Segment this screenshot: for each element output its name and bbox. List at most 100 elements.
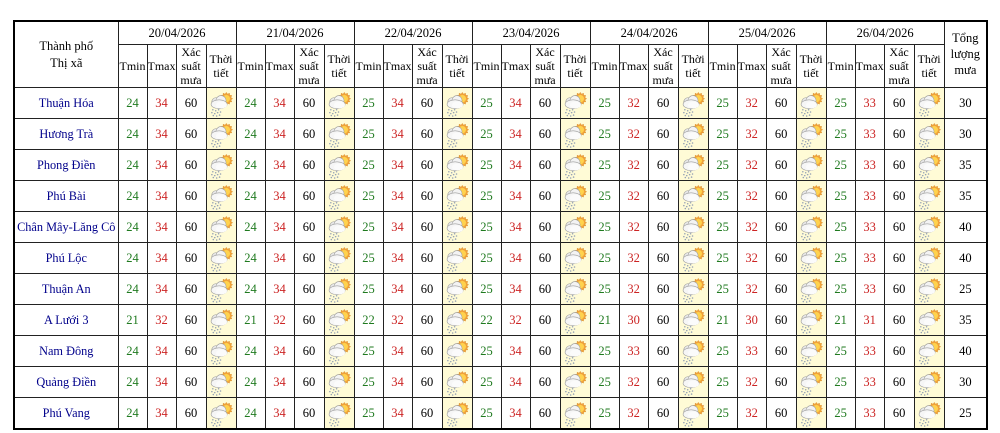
rain-prob-cell: 60: [647, 118, 679, 151]
tmax-cell: 34: [500, 118, 531, 151]
tmax-cell: 33: [854, 397, 885, 430]
tmax-cell: 34: [500, 149, 531, 182]
weather-icon: [444, 152, 471, 179]
rain-prob-cell: 60: [883, 366, 915, 399]
tmin-cell: 24: [235, 273, 266, 306]
weather-icon: [916, 400, 943, 427]
rain-prob-cell: 60: [175, 149, 207, 182]
tmin-cell: 24: [117, 180, 148, 213]
tmin-cell: 21: [707, 304, 738, 337]
weather-header: Thời tiết: [677, 43, 709, 89]
tmax-cell: 34: [382, 242, 413, 275]
tmax-cell: 33: [854, 180, 885, 213]
rain-prob-cell: 60: [529, 180, 561, 213]
rain-prob-cell: 60: [765, 304, 797, 337]
tmin-cell: 25: [471, 366, 502, 399]
weather-cell: [441, 273, 473, 306]
tmax-cell: 32: [146, 304, 177, 337]
weather-icon: [916, 276, 943, 303]
tmax-cell: 34: [264, 273, 295, 306]
rain-prob-cell: 60: [411, 242, 443, 275]
weather-icon: [680, 214, 707, 241]
rain-prob-cell: 60: [883, 397, 915, 430]
weather-cell: [205, 149, 237, 182]
weather-cell: [559, 180, 591, 213]
tmin-cell: 24: [235, 118, 266, 151]
rain-prob-cell: 60: [883, 273, 915, 306]
tmax-cell: 34: [500, 397, 531, 430]
tmax-cell: 34: [382, 273, 413, 306]
tmax-header: Tmax: [618, 43, 649, 89]
table-row: Phú Bài 24 34 60 24 34 60 25 34 60 25 34 60 25 32 60 25 3…: [13, 180, 988, 213]
rain-prob-cell: 60: [411, 366, 443, 399]
weather-icon: [208, 245, 235, 272]
rain-prob-header: Xác suất mưa: [293, 43, 325, 89]
rain-prob-cell: 60: [411, 273, 443, 306]
rain-prob-cell: 60: [765, 118, 797, 151]
weather-icon: [562, 276, 589, 303]
tmin-cell: 22: [471, 304, 502, 337]
city-column-header: Thành phố Thị xã: [13, 20, 119, 89]
weather-icon: [562, 338, 589, 365]
rain-prob-header: Xác suất mưa: [765, 43, 797, 89]
tmax-cell: 32: [264, 304, 295, 337]
tmin-cell: 24: [117, 87, 148, 120]
tmin-cell: 24: [235, 242, 266, 275]
weather-icon: [916, 90, 943, 117]
weather-icon: [798, 152, 825, 179]
rain-prob-cell: 60: [175, 242, 207, 275]
rain-prob-cell: 60: [765, 335, 797, 368]
weather-icon: [562, 214, 589, 241]
rain-prob-cell: 60: [765, 149, 797, 182]
rain-prob-cell: 60: [411, 335, 443, 368]
weather-icon: [680, 369, 707, 396]
tmin-cell: 25: [707, 180, 738, 213]
weather-icon: [208, 214, 235, 241]
weather-cell: [559, 335, 591, 368]
weather-icon: [326, 183, 353, 210]
tmax-cell: 32: [736, 273, 767, 306]
tmin-cell: 25: [589, 366, 620, 399]
tmax-cell: 34: [146, 180, 177, 213]
rain-prob-cell: 60: [765, 242, 797, 275]
tmax-cell: 34: [500, 242, 531, 275]
tmin-cell: 24: [235, 211, 266, 244]
tmax-cell: 34: [146, 273, 177, 306]
weather-icon: [680, 276, 707, 303]
rain-prob-cell: 60: [765, 366, 797, 399]
header-row-dates: Thành phố Thị xã 20/04/2026 21/04/2026 22/04…: [13, 20, 988, 89]
weather-cell: [323, 242, 355, 275]
rain-prob-cell: 60: [647, 242, 679, 275]
tmin-cell: 25: [353, 397, 384, 430]
tmax-cell: 32: [736, 366, 767, 399]
tmin-cell: 25: [707, 149, 738, 182]
weather-cell: [559, 211, 591, 244]
weather-icon: [798, 400, 825, 427]
table-row: Chân Mây-Lăng Cô 24 34 60 24 34 60 25 34 60 25 34 60…: [13, 211, 988, 244]
weather-cell: [559, 118, 591, 151]
tmax-cell: 34: [500, 273, 531, 306]
city-cell: Nam Đông: [13, 335, 119, 368]
weather-cell: [795, 242, 827, 275]
tmax-cell: 32: [618, 242, 649, 275]
tmax-cell: 32: [500, 304, 531, 337]
rain-prob-cell: 60: [529, 242, 561, 275]
tmax-cell: 34: [500, 180, 531, 213]
weather-cell: [913, 242, 945, 275]
weather-cell: [441, 118, 473, 151]
tmin-cell: 25: [589, 273, 620, 306]
tmin-cell: 24: [117, 211, 148, 244]
weather-icon: [326, 152, 353, 179]
tmin-cell: 25: [471, 397, 502, 430]
rain-prob-cell: 60: [411, 149, 443, 182]
rain-prob-cell: 60: [765, 397, 797, 430]
weather-cell: [677, 118, 709, 151]
weather-icon: [680, 400, 707, 427]
tmin-header: Tmin: [235, 43, 266, 89]
weather-icon: [798, 307, 825, 334]
tmax-header: Tmax: [736, 43, 767, 89]
tmin-cell: 25: [471, 335, 502, 368]
rain-prob-cell: 60: [883, 242, 915, 275]
total-cell: 40: [943, 242, 988, 275]
tmin-cell: 24: [117, 397, 148, 430]
